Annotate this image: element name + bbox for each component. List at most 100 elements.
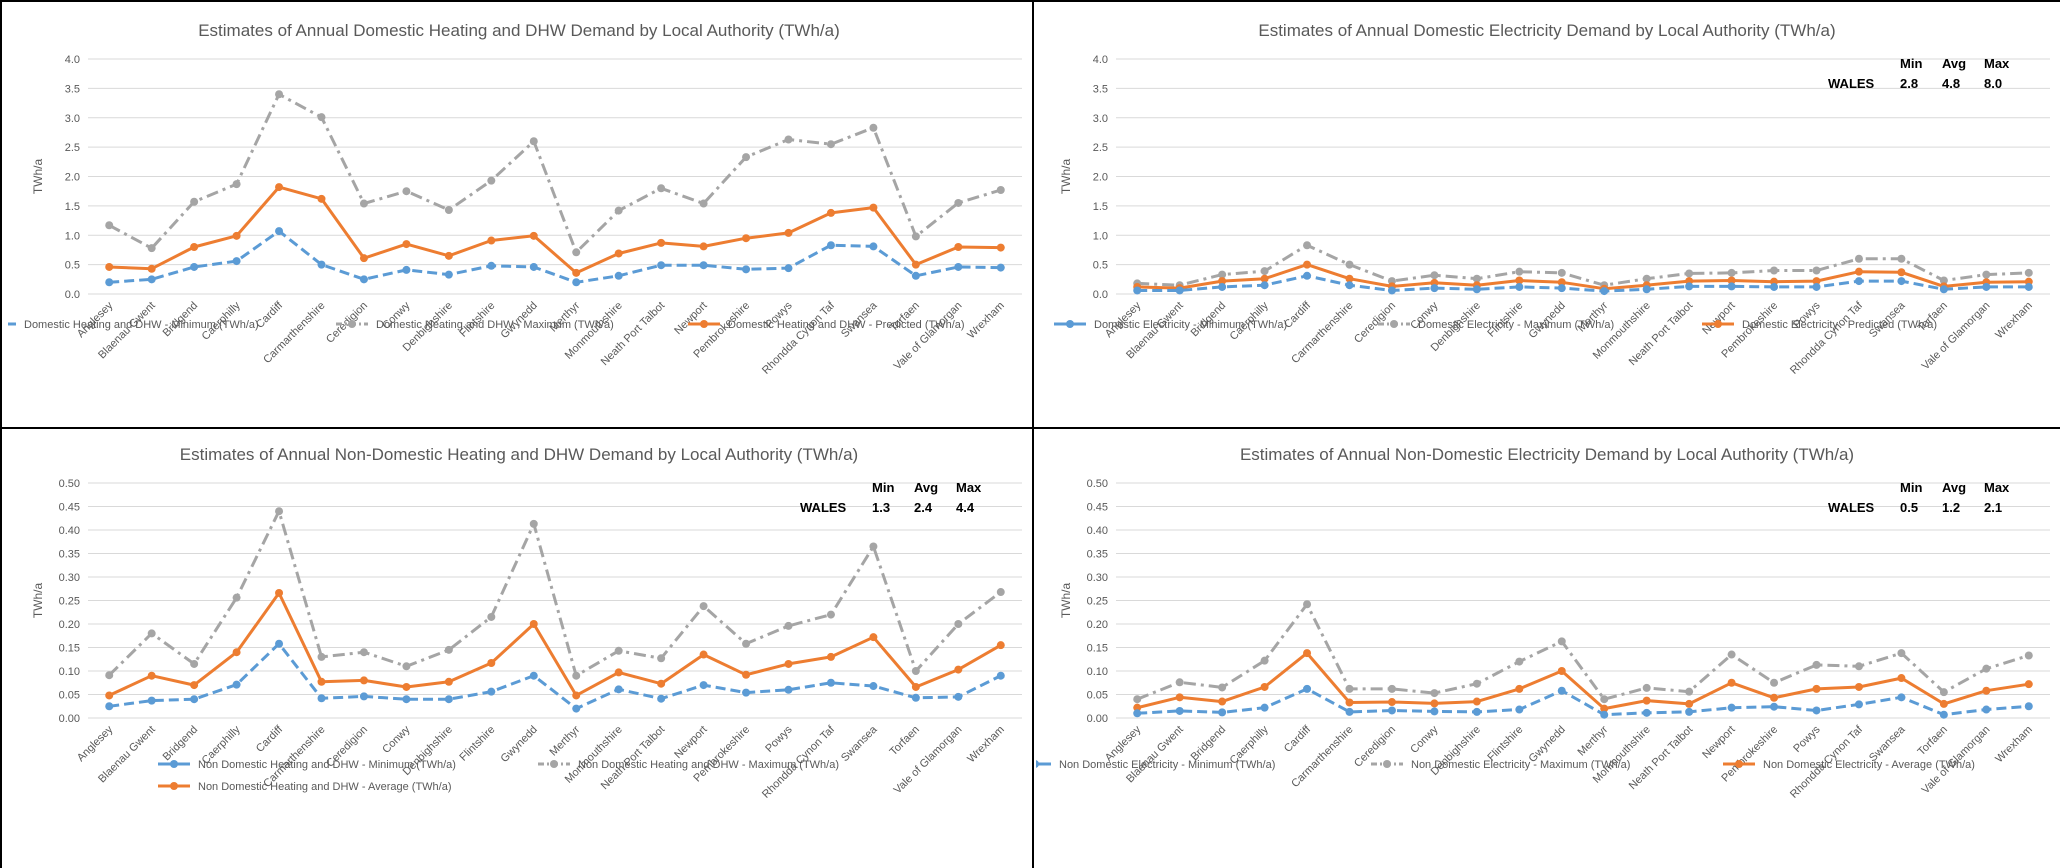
data-point-minimum xyxy=(530,263,538,271)
y-tick-label: 2.0 xyxy=(65,172,80,184)
data-point-maximum xyxy=(1770,267,1778,275)
legend-label-maximum: Domestic Electricity - Maximum (TWh/a) xyxy=(1418,319,1614,331)
data-point-predicted xyxy=(318,195,326,203)
data-point-maximum xyxy=(742,153,750,161)
y-tick-label: 1.5 xyxy=(65,201,80,213)
data-point-predicted xyxy=(1897,268,1905,276)
summary-header: Max xyxy=(956,480,982,495)
data-point-maximum xyxy=(275,507,283,515)
data-point-maximum xyxy=(1218,683,1226,691)
summary-header: Max xyxy=(1984,56,2010,71)
chart-svg: Estimates of Annual Domestic Electricity… xyxy=(1036,6,2058,426)
data-point-maximum xyxy=(105,221,113,229)
summary-value: 8.0 xyxy=(1984,76,2002,91)
data-point-maximum xyxy=(615,207,623,215)
data-point-predicted xyxy=(912,261,920,269)
data-point-predicted xyxy=(1982,687,1990,695)
data-point-predicted xyxy=(954,666,962,674)
chart-panel-domestic-heating: Estimates of Annual Domestic Heating and… xyxy=(8,6,1030,426)
data-point-maximum xyxy=(1558,637,1566,645)
y-tick-label: 2.5 xyxy=(65,142,80,154)
summary-value: 2.4 xyxy=(914,500,933,515)
data-point-maximum xyxy=(997,186,1005,194)
legend-label-minimum: Non Domestic Electricity - Minimum (TWh/… xyxy=(1059,759,1275,771)
y-tick-label: 0.50 xyxy=(59,478,80,490)
summary-value: 2.8 xyxy=(1900,76,1918,91)
series-line-maximum xyxy=(1137,604,2029,699)
data-point-minimum xyxy=(1346,281,1354,289)
data-point-minimum xyxy=(1303,272,1311,280)
y-tick-label: 4.0 xyxy=(65,54,80,66)
data-point-maximum xyxy=(1855,662,1863,670)
data-point-maximum xyxy=(1261,657,1269,665)
x-tick-label: Powys xyxy=(1791,723,1823,755)
y-tick-label: 0.20 xyxy=(1087,619,1108,631)
data-point-minimum xyxy=(487,262,495,270)
x-tick-label: Flintshire xyxy=(457,724,497,764)
y-tick-label: 0.5 xyxy=(65,260,80,272)
y-axis-label: TWh/a xyxy=(1059,159,1073,195)
y-tick-label: 0.05 xyxy=(1087,690,1108,702)
data-point-maximum xyxy=(1430,271,1438,279)
y-tick-label: 0.40 xyxy=(59,525,80,537)
data-point-minimum xyxy=(742,265,750,273)
legend-marker-minimum xyxy=(1066,320,1074,328)
data-point-maximum xyxy=(997,588,1005,596)
legend-marker-predicted xyxy=(1714,320,1722,328)
x-tick-label: Swansea xyxy=(1867,723,1908,764)
data-point-minimum xyxy=(1558,284,1566,292)
data-point-predicted xyxy=(1346,698,1354,706)
y-tick-label: 3.0 xyxy=(65,113,80,125)
data-point-maximum xyxy=(1473,680,1481,688)
data-point-minimum xyxy=(105,702,113,710)
data-point-minimum xyxy=(1940,711,1948,719)
y-tick-label: 0.10 xyxy=(59,666,80,678)
x-tick-label: Conwy xyxy=(1408,723,1441,756)
data-point-minimum xyxy=(827,241,835,249)
data-point-minimum xyxy=(1218,283,1226,291)
data-point-predicted xyxy=(700,242,708,250)
data-point-minimum xyxy=(445,695,453,703)
series-line-minimum xyxy=(109,644,1001,709)
data-point-predicted xyxy=(997,244,1005,252)
data-point-maximum xyxy=(827,611,835,619)
data-point-maximum xyxy=(1982,271,1990,279)
x-tick-label: Flintshire xyxy=(1485,724,1525,764)
data-point-minimum xyxy=(827,679,835,687)
summary-value: 1.2 xyxy=(1942,500,1960,515)
data-point-maximum xyxy=(445,206,453,214)
x-tick-label: Powys xyxy=(763,723,795,755)
chart-title: Estimates of Annual Non-Domestic Heating… xyxy=(180,445,858,464)
data-point-predicted xyxy=(1558,667,1566,675)
data-point-maximum xyxy=(1813,267,1821,275)
data-point-minimum xyxy=(1770,703,1778,711)
data-point-minimum xyxy=(572,705,580,713)
legend-label-predicted: Domestic Heating and DHW - Predicted (TW… xyxy=(728,319,965,331)
data-point-minimum xyxy=(615,685,623,693)
data-point-minimum xyxy=(572,278,580,286)
data-point-maximum xyxy=(869,124,877,132)
data-point-predicted xyxy=(148,265,156,273)
data-point-maximum xyxy=(1388,685,1396,693)
x-tick-label: Rhondda Cynon Taf xyxy=(760,299,838,377)
data-point-predicted xyxy=(1303,261,1311,269)
data-point-maximum xyxy=(1558,269,1566,277)
data-point-minimum xyxy=(1303,685,1311,693)
data-point-predicted xyxy=(275,589,283,597)
x-tick-label: Newport xyxy=(672,300,709,337)
data-point-maximum xyxy=(1515,658,1523,666)
y-tick-label: 0.40 xyxy=(1087,525,1108,537)
legend-marker-predicted xyxy=(170,782,178,790)
y-tick-label: 0.15 xyxy=(59,643,80,655)
summary-value: 4.4 xyxy=(956,500,975,515)
legend-label-minimum: Domestic Electricity - Minimum (TWh/a) xyxy=(1094,319,1287,331)
data-point-minimum xyxy=(954,693,962,701)
y-tick-label: 0.45 xyxy=(59,502,80,514)
data-point-predicted xyxy=(1515,685,1523,693)
data-point-maximum xyxy=(700,200,708,208)
data-point-predicted xyxy=(615,249,623,257)
data-point-maximum xyxy=(742,640,750,648)
data-point-predicted xyxy=(1218,698,1226,706)
data-point-maximum xyxy=(1600,695,1608,703)
data-point-minimum xyxy=(1982,283,1990,291)
